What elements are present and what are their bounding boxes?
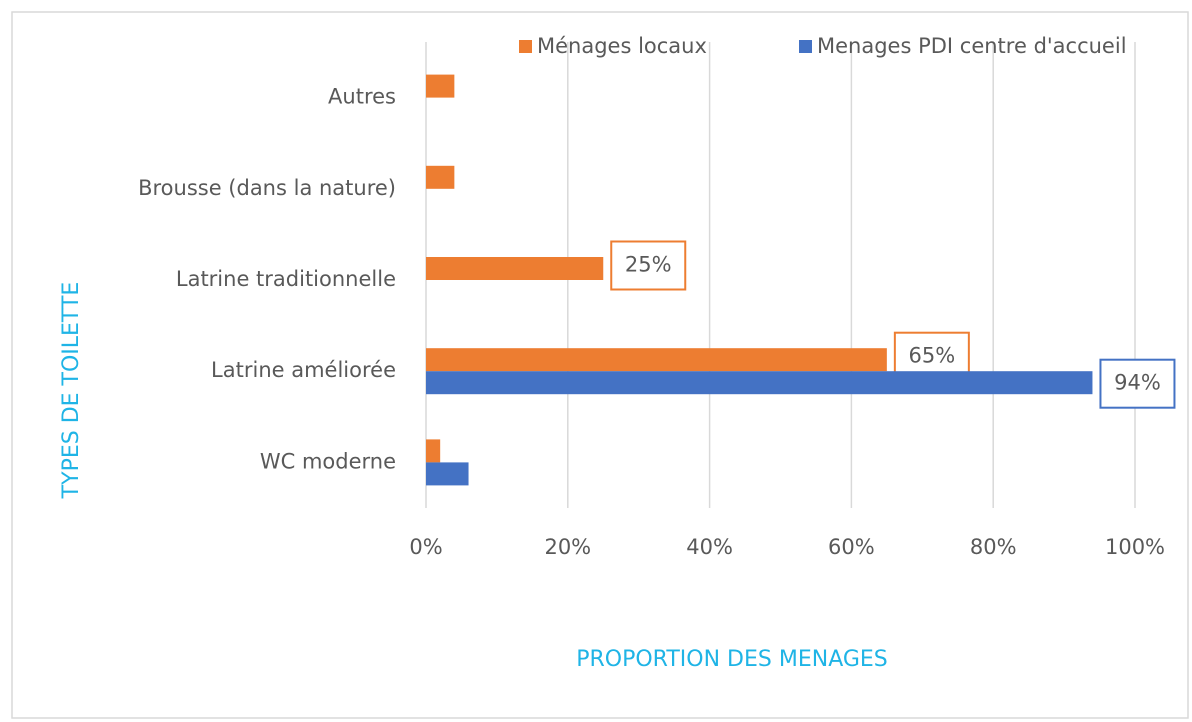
y-tick-label: Latrine traditionnelle [176, 267, 396, 291]
data-label: 94% [1114, 371, 1161, 395]
data-label: 25% [625, 253, 672, 277]
bar [426, 439, 441, 463]
legend-label: Ménages locaux [537, 34, 707, 58]
legend-swatch [519, 40, 532, 53]
x-tick-label: 20% [544, 535, 591, 559]
bar [426, 165, 455, 189]
y-tick-label: Latrine améliorée [211, 358, 396, 382]
data-label-box [610, 240, 687, 291]
x-tick-label: 80% [970, 535, 1017, 559]
y-tick-label: Brousse (dans la nature) [138, 176, 396, 200]
x-tick-label: 0% [409, 535, 442, 559]
bar [426, 348, 887, 372]
y-tick-label: Autres [328, 85, 396, 109]
data-label-box [1099, 358, 1176, 409]
bar [426, 462, 469, 486]
x-tick-label: 40% [686, 535, 733, 559]
y-tick-label: WC moderne [260, 449, 396, 473]
legend-swatch [799, 40, 812, 53]
x-axis-title: PROPORTION DES MENAGES [576, 647, 888, 672]
bar [426, 257, 604, 280]
data-label: 65% [909, 344, 956, 368]
legend-label: Menages PDI centre d'accueil [817, 34, 1127, 58]
bar [426, 371, 1093, 395]
y-axis-title: TYPES DE TOILETTE [59, 282, 84, 500]
x-tick-label: 60% [828, 535, 875, 559]
x-tick-label: 100% [1105, 535, 1165, 559]
bar [426, 74, 455, 98]
